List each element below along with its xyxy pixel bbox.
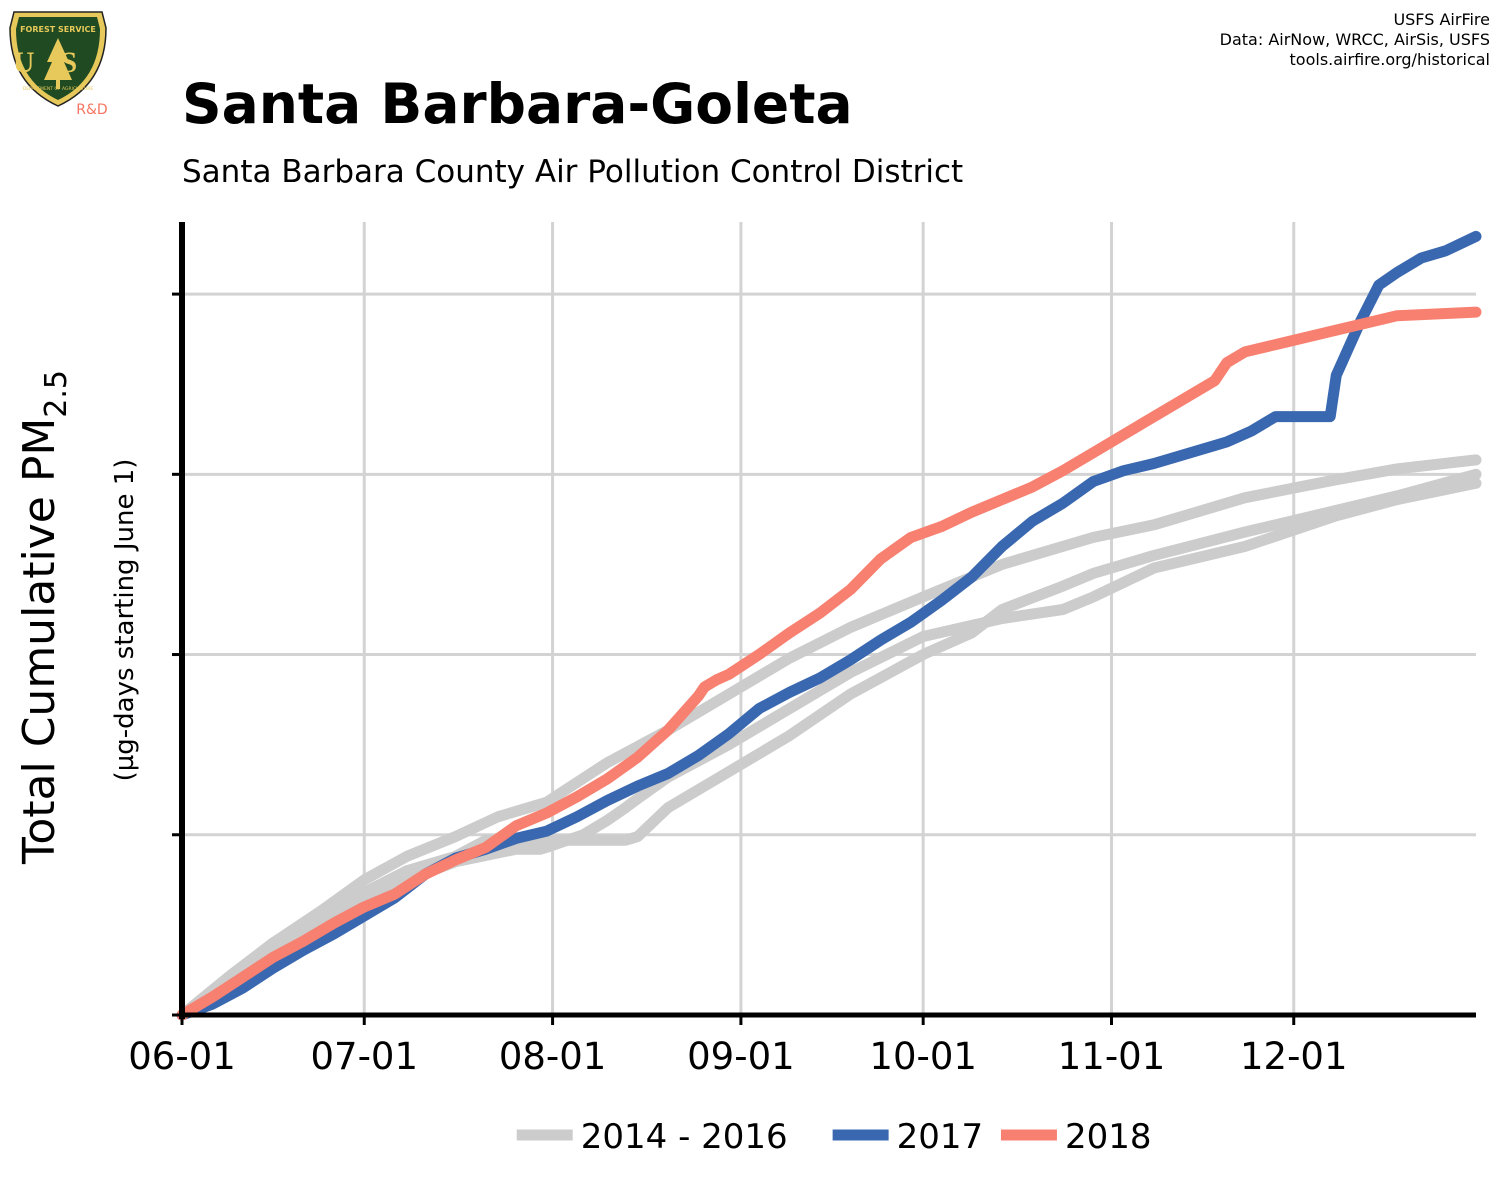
x-tick-label: 06-01 — [128, 1035, 236, 1078]
chart-series — [176, 230, 1482, 1021]
x-tick-label: 10-01 — [869, 1035, 977, 1078]
logo-us-letters: US — [13, 46, 103, 79]
usfs-logo: US FOREST SERVICE DEPARTMENT OF AGRICULT… — [6, 6, 110, 118]
logo-bottom-text: DEPARTMENT OF AGRICULTURE — [23, 86, 94, 92]
legend-label-y2018: 2018 — [1065, 1117, 1152, 1157]
y-axis-title: Total Cumulative PM2.5 — [14, 370, 74, 865]
series-line-historical — [176, 468, 1482, 1021]
chart-axes: 06-01 07-01 08-01 09-01 10-01 11-01 12-01 — [128, 222, 1476, 1078]
series-line-historical — [176, 454, 1482, 1021]
series-line-y2018 — [176, 306, 1482, 1021]
logo-rd-tag: R&D — [76, 102, 107, 118]
credit-line: USFS AirFire — [1393, 10, 1490, 29]
chart-title: Santa Barbara-Goleta — [182, 72, 853, 136]
x-tick-label: 08-01 — [499, 1035, 607, 1078]
x-tick-label: 12-01 — [1240, 1035, 1348, 1078]
chart-subtitle: Santa Barbara County Air Pollution Contr… — [182, 154, 964, 190]
logo-top-text: FOREST SERVICE — [20, 25, 96, 34]
series-line-historical — [176, 477, 1482, 1021]
chart-legend: 2014 - 2016 2017 2018 — [516, 1117, 1152, 1157]
legend-label-historical: 2014 - 2016 — [581, 1117, 788, 1157]
x-tick-label: 09-01 — [687, 1035, 795, 1078]
y-axis-subtitle: (µg-days starting June 1) — [110, 459, 140, 782]
credit-line: Data: AirNow, WRCC, AirSis, USFS — [1219, 30, 1490, 49]
x-tick-label: 07-01 — [310, 1035, 418, 1078]
credit-line: tools.airfire.org/historical — [1289, 50, 1490, 69]
x-tick-label: 11-01 — [1058, 1035, 1166, 1078]
credits: USFS AirFire Data: AirNow, WRCC, AirSis,… — [1220, 10, 1490, 70]
legend-label-y2017: 2017 — [897, 1117, 984, 1157]
y-axis-title-main: Total Cumulative PM — [14, 418, 65, 865]
y-axis-title-subscript: 2.5 — [39, 370, 74, 418]
